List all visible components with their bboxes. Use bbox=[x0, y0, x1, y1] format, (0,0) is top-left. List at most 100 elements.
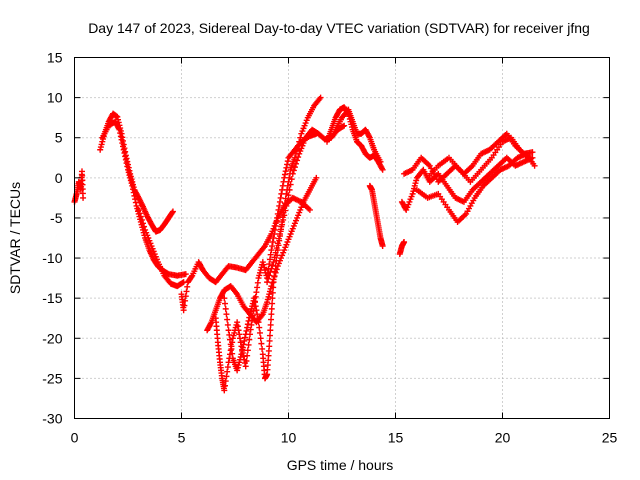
data-point bbox=[124, 163, 131, 170]
data-point bbox=[236, 331, 243, 338]
data-point bbox=[269, 300, 276, 307]
data-point bbox=[295, 154, 302, 161]
data-point bbox=[235, 327, 242, 334]
data-point bbox=[169, 208, 176, 215]
data-point bbox=[529, 149, 536, 156]
data-point bbox=[234, 323, 241, 330]
data-point bbox=[278, 226, 285, 233]
data-point bbox=[274, 240, 281, 247]
y-tick-label: -15 bbox=[42, 290, 62, 306]
data-point bbox=[180, 307, 187, 314]
data-point bbox=[120, 146, 127, 153]
data-point bbox=[268, 305, 275, 312]
data-point bbox=[279, 221, 286, 228]
data-point bbox=[531, 162, 538, 169]
data-point bbox=[129, 182, 136, 189]
data-point bbox=[182, 297, 189, 304]
data-point bbox=[169, 209, 176, 216]
data-point bbox=[119, 140, 126, 147]
data-point bbox=[286, 186, 293, 193]
data-point bbox=[222, 300, 229, 307]
data-point bbox=[269, 243, 276, 250]
data-point bbox=[226, 331, 233, 338]
data-point bbox=[269, 295, 276, 302]
data-point bbox=[114, 113, 121, 120]
y-tick-label: 15 bbox=[47, 50, 63, 66]
data-point bbox=[122, 156, 129, 163]
data-point bbox=[256, 329, 263, 336]
data-point bbox=[268, 247, 275, 254]
data-point bbox=[296, 138, 303, 145]
data-point bbox=[244, 324, 251, 331]
data-point bbox=[183, 288, 190, 295]
data-point bbox=[259, 345, 266, 352]
data-point bbox=[184, 283, 191, 290]
data-point bbox=[246, 314, 253, 321]
data-point bbox=[138, 216, 145, 223]
data-point bbox=[137, 213, 144, 220]
data-point bbox=[222, 305, 229, 312]
data-point bbox=[292, 160, 299, 167]
data-point bbox=[117, 130, 124, 137]
y-tick-label: -20 bbox=[42, 330, 62, 346]
data-point bbox=[268, 316, 275, 323]
data-point bbox=[283, 202, 290, 209]
data-point bbox=[139, 220, 146, 227]
data-point bbox=[229, 350, 236, 357]
data-point bbox=[269, 262, 276, 269]
series-arc-f bbox=[204, 174, 320, 334]
data-point bbox=[135, 206, 142, 213]
series-arc-c bbox=[99, 118, 189, 279]
data-point bbox=[80, 194, 87, 201]
data-point bbox=[240, 341, 247, 348]
x-tick-label: 25 bbox=[602, 430, 618, 446]
data-point bbox=[254, 315, 261, 322]
data-point bbox=[267, 321, 274, 328]
data-point bbox=[227, 341, 234, 348]
series-arc-a bbox=[71, 168, 87, 205]
data-point bbox=[223, 373, 230, 380]
y-axis-label: SDTVAR / TECUs bbox=[7, 182, 23, 294]
y-tick-label: 0 bbox=[55, 170, 63, 186]
data-point bbox=[224, 368, 231, 375]
x-tick-label: 20 bbox=[495, 430, 511, 446]
series-arc-q bbox=[424, 134, 532, 185]
data-point bbox=[270, 284, 277, 291]
data-points bbox=[71, 94, 538, 394]
data-point bbox=[291, 164, 298, 171]
data-point bbox=[242, 331, 249, 338]
data-point bbox=[141, 223, 148, 230]
data-point bbox=[274, 210, 281, 217]
data-point bbox=[271, 226, 278, 233]
data-point bbox=[271, 230, 278, 237]
data-point bbox=[246, 336, 253, 343]
data-point bbox=[294, 157, 301, 164]
data-point bbox=[129, 186, 136, 193]
series-arc-h bbox=[221, 94, 324, 382]
data-point bbox=[285, 192, 292, 199]
data-point bbox=[282, 168, 289, 175]
data-point bbox=[268, 311, 275, 318]
data-point bbox=[266, 337, 273, 344]
data-point bbox=[271, 254, 278, 261]
data-point bbox=[251, 295, 258, 302]
series-arc-m bbox=[396, 239, 408, 258]
data-point bbox=[401, 239, 408, 246]
y-tick-label: -25 bbox=[42, 370, 62, 386]
data-point bbox=[282, 207, 289, 214]
x-tick-label: 10 bbox=[281, 430, 297, 446]
data-point bbox=[222, 382, 229, 389]
plot-frame bbox=[74, 57, 610, 419]
data-point bbox=[275, 206, 282, 213]
data-point bbox=[284, 158, 291, 165]
data-point bbox=[266, 256, 273, 263]
series-arc-j bbox=[324, 104, 386, 173]
data-point bbox=[266, 332, 273, 339]
data-point bbox=[130, 189, 137, 196]
data-point bbox=[254, 311, 261, 318]
data-point bbox=[254, 284, 261, 291]
data-point bbox=[224, 364, 231, 371]
data-point bbox=[239, 344, 246, 351]
data-point bbox=[284, 197, 291, 204]
data-point bbox=[288, 176, 295, 183]
